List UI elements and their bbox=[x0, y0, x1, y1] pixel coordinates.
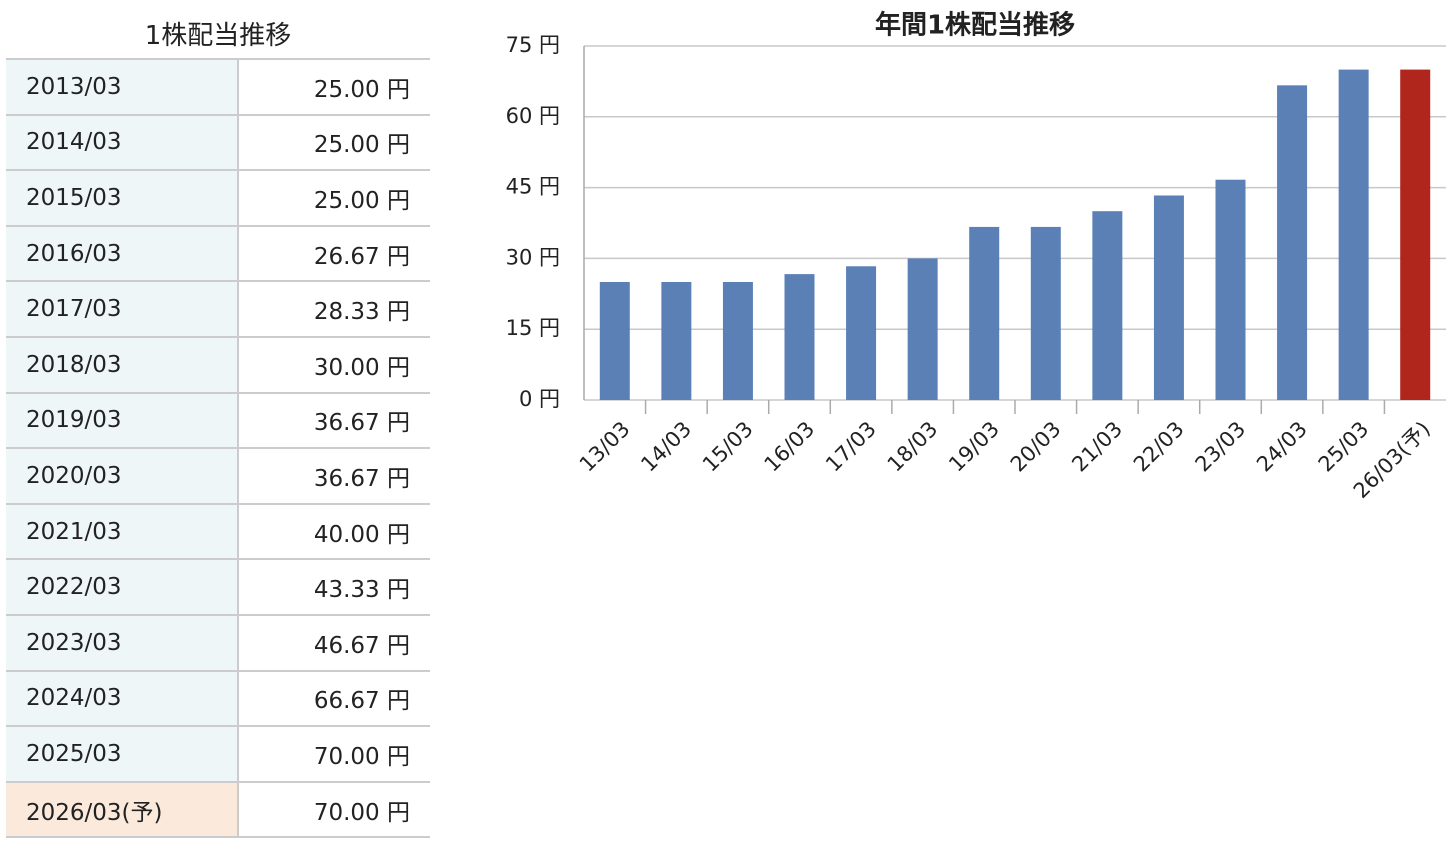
dividend-cell: 25.00 円 bbox=[313, 76, 410, 103]
bar bbox=[846, 266, 877, 400]
bar bbox=[969, 226, 1000, 400]
x-tick-label: 20/03 bbox=[1006, 417, 1066, 477]
bar bbox=[1092, 211, 1123, 400]
x-tick-label: 24/03 bbox=[1252, 417, 1312, 477]
y-tick-label: 45 円 bbox=[506, 175, 560, 199]
period-cell: 2021/03 bbox=[6, 504, 239, 559]
table-row: 2014/03 25.00 円 bbox=[6, 115, 430, 172]
dividend-cell: 26.67 円 bbox=[313, 243, 410, 270]
period-cell: 2018/03 bbox=[6, 337, 239, 392]
dividend-cell: 46.67 円 bbox=[313, 632, 410, 659]
dividend-cell: 70.00 円 bbox=[313, 799, 410, 826]
x-tick-label: 25/03 bbox=[1314, 417, 1374, 477]
x-tick-label: 16/03 bbox=[760, 417, 820, 477]
table-row: 2021/03 40.00 円 bbox=[6, 504, 430, 561]
table-row: 2025/03 70.00 円 bbox=[6, 727, 430, 783]
x-tick-label: 18/03 bbox=[883, 417, 943, 477]
dividend-cell: 66.67 円 bbox=[313, 688, 410, 715]
bar bbox=[1153, 195, 1184, 400]
x-tick-label: 22/03 bbox=[1129, 417, 1189, 477]
bar bbox=[661, 282, 692, 400]
dividend-cell: 70.00 円 bbox=[313, 743, 410, 770]
table-row: 2016/03 26.67 円 bbox=[6, 226, 430, 283]
dividend-cell: 28.33 円 bbox=[313, 299, 410, 326]
period-cell: 2026/03(予) bbox=[6, 782, 239, 837]
dividend-table: 1株配当推移 2013/03 25.00 円 2014/03 25.00 円 2015/… bbox=[6, 0, 430, 839]
period-cell: 2023/03 bbox=[6, 615, 239, 670]
x-tick-label: 19/03 bbox=[944, 417, 1004, 477]
table-row: 2020/03 36.67 円 bbox=[6, 449, 430, 505]
bar bbox=[599, 282, 630, 400]
x-tick-label: 13/03 bbox=[575, 417, 635, 477]
period-cell: 2014/03 bbox=[6, 115, 239, 170]
x-tick-label: 15/03 bbox=[698, 417, 758, 477]
y-tick-label: 15 円 bbox=[506, 316, 560, 340]
y-tick-label: 60 円 bbox=[506, 104, 560, 128]
period-cell: 2020/03 bbox=[6, 449, 239, 503]
bar bbox=[1030, 226, 1061, 400]
period-cell: 2016/03 bbox=[6, 226, 239, 281]
x-tick-label: 14/03 bbox=[636, 417, 696, 477]
bar bbox=[784, 274, 815, 400]
chart-title: 年間1株配当推移 bbox=[875, 10, 1075, 41]
period-cell: 2015/03 bbox=[6, 171, 239, 225]
table-row: 2015/03 25.00 円 bbox=[6, 171, 430, 227]
x-tick-label: 21/03 bbox=[1067, 417, 1127, 477]
table-row: 2024/03 66.67 円 bbox=[6, 671, 430, 728]
table-row: 2013/03 25.00 円 bbox=[6, 60, 430, 116]
dividend-cell: 40.00 円 bbox=[313, 521, 410, 548]
table-row: 2023/03 46.67 円 bbox=[6, 615, 430, 672]
table-row: 2022/03 43.33 円 bbox=[6, 560, 430, 616]
y-tick-label: 0 円 bbox=[519, 387, 560, 411]
dividend-cell: 25.00 円 bbox=[313, 132, 410, 159]
dividend-cell: 36.67 円 bbox=[313, 465, 410, 492]
period-cell: 2022/03 bbox=[6, 560, 239, 614]
dividend-cell: 30.00 円 bbox=[313, 354, 410, 381]
bar bbox=[1400, 69, 1431, 400]
table-title: 1株配当推移 bbox=[6, 0, 430, 60]
dividend-cell: 43.33 円 bbox=[313, 577, 410, 604]
y-tick-label: 30 円 bbox=[506, 245, 560, 269]
table-row: 2017/03 28.33 円 bbox=[6, 282, 430, 338]
bar bbox=[1277, 85, 1308, 400]
table-row: 2019/03 36.67 円 bbox=[6, 393, 430, 450]
period-cell: 2017/03 bbox=[6, 282, 239, 336]
period-cell: 2013/03 bbox=[6, 60, 239, 114]
bar bbox=[1338, 69, 1369, 400]
table-row: 2018/03 30.00 円 bbox=[6, 337, 430, 394]
bar bbox=[907, 258, 938, 400]
period-cell: 2024/03 bbox=[6, 671, 239, 726]
bar bbox=[722, 282, 753, 400]
bar bbox=[1215, 179, 1246, 400]
y-tick-label: 75 円 bbox=[506, 33, 560, 57]
dividend-cell: 25.00 円 bbox=[313, 187, 410, 214]
period-cell: 2019/03 bbox=[6, 393, 239, 448]
dividend-cell: 36.67 円 bbox=[313, 410, 410, 437]
period-cell: 2025/03 bbox=[6, 727, 239, 781]
x-tick-label: 17/03 bbox=[821, 417, 881, 477]
table-row: 2026/03(予) 70.00 円 bbox=[6, 782, 430, 839]
x-tick-label: 23/03 bbox=[1191, 417, 1251, 477]
